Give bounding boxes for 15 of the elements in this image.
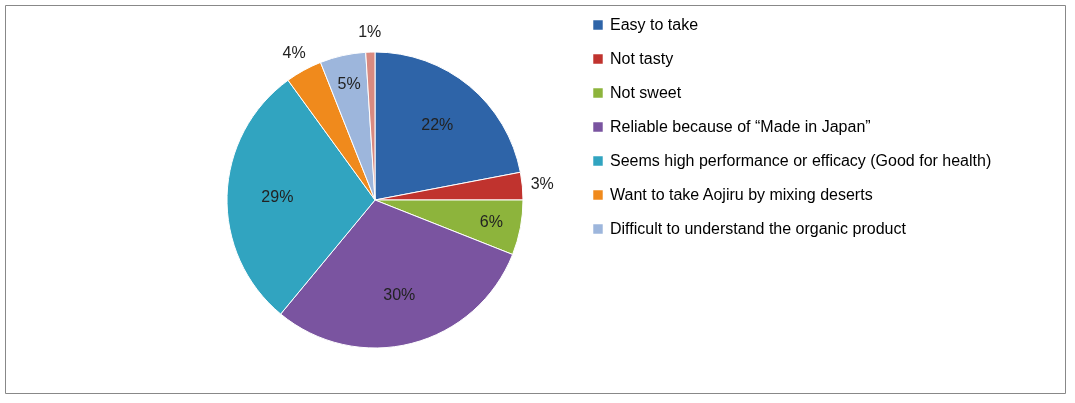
data-label: 3%	[530, 175, 554, 193]
data-label: 1%	[358, 23, 382, 41]
legend-label: Seems high performance or efficacy (Good for health)	[610, 152, 992, 169]
legend-label: Want to take Aojiru by mixing deserts	[610, 186, 873, 203]
data-label: 6%	[479, 213, 503, 231]
legend-label: Easy to take	[610, 16, 699, 33]
data-label: 4%	[282, 43, 306, 61]
data-label: 5%	[337, 75, 361, 93]
data-label: 22%	[421, 115, 454, 133]
legend-label: Not sweet	[610, 84, 682, 101]
data-label: 30%	[383, 285, 416, 303]
legend-label: Difficult to understand the organic product	[610, 220, 907, 237]
legend-label: Reliable because of “Made in Japan”	[610, 118, 871, 135]
data-label: 29%	[261, 187, 294, 205]
legend-label: Not tasty	[610, 50, 674, 67]
